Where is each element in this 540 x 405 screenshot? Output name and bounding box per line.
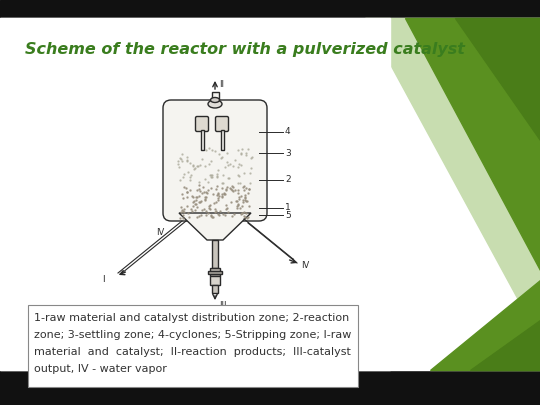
Polygon shape [405, 18, 540, 270]
Bar [220, 130, 224, 150]
FancyBboxPatch shape [215, 117, 228, 132]
Bar [210, 268, 220, 276]
Text: 2: 2 [285, 175, 291, 185]
FancyBboxPatch shape [163, 100, 267, 221]
Ellipse shape [211, 98, 219, 102]
Text: 3: 3 [285, 149, 291, 158]
Text: output, IV - water vapor: output, IV - water vapor [34, 364, 167, 374]
Bar [0, 18, 540, 370]
Bar [0, 370, 540, 405]
Polygon shape [430, 280, 540, 370]
Text: Scheme of the reactor with a pulverized catalyst: Scheme of the reactor with a pulverized … [25, 42, 465, 57]
Text: zone; 3-settling zone; 4-cyclones; 5-Stripping zone; I-raw: zone; 3-settling zone; 4-cyclones; 5-Str… [34, 330, 352, 340]
Polygon shape [455, 18, 540, 140]
Ellipse shape [208, 100, 222, 108]
Bar [0, 0, 540, 18]
FancyBboxPatch shape [195, 117, 208, 132]
Text: III: III [219, 301, 226, 310]
Bar [212, 92, 219, 104]
Polygon shape [179, 213, 251, 240]
Text: IV: IV [156, 228, 164, 237]
Text: 1-raw material and catalyst distribution zone; 2-reaction: 1-raw material and catalyst distribution… [34, 313, 349, 323]
Text: 4: 4 [285, 128, 291, 136]
Bar [28, 305, 358, 387]
Text: IV: IV [301, 261, 309, 270]
Bar [212, 240, 218, 268]
Bar [210, 276, 220, 285]
Bar [208, 271, 222, 274]
Text: material  and  catalyst;  II-reaction  products;  III-catalyst: material and catalyst; II-reaction produ… [34, 347, 351, 357]
Bar [212, 285, 218, 293]
Polygon shape [470, 320, 540, 370]
Text: II: II [219, 80, 224, 89]
Text: 5: 5 [285, 211, 291, 220]
Text: I: I [102, 275, 105, 284]
Text: 1: 1 [285, 203, 291, 213]
Bar [0, 18, 390, 370]
Bar [200, 130, 204, 150]
Polygon shape [365, 18, 540, 340]
